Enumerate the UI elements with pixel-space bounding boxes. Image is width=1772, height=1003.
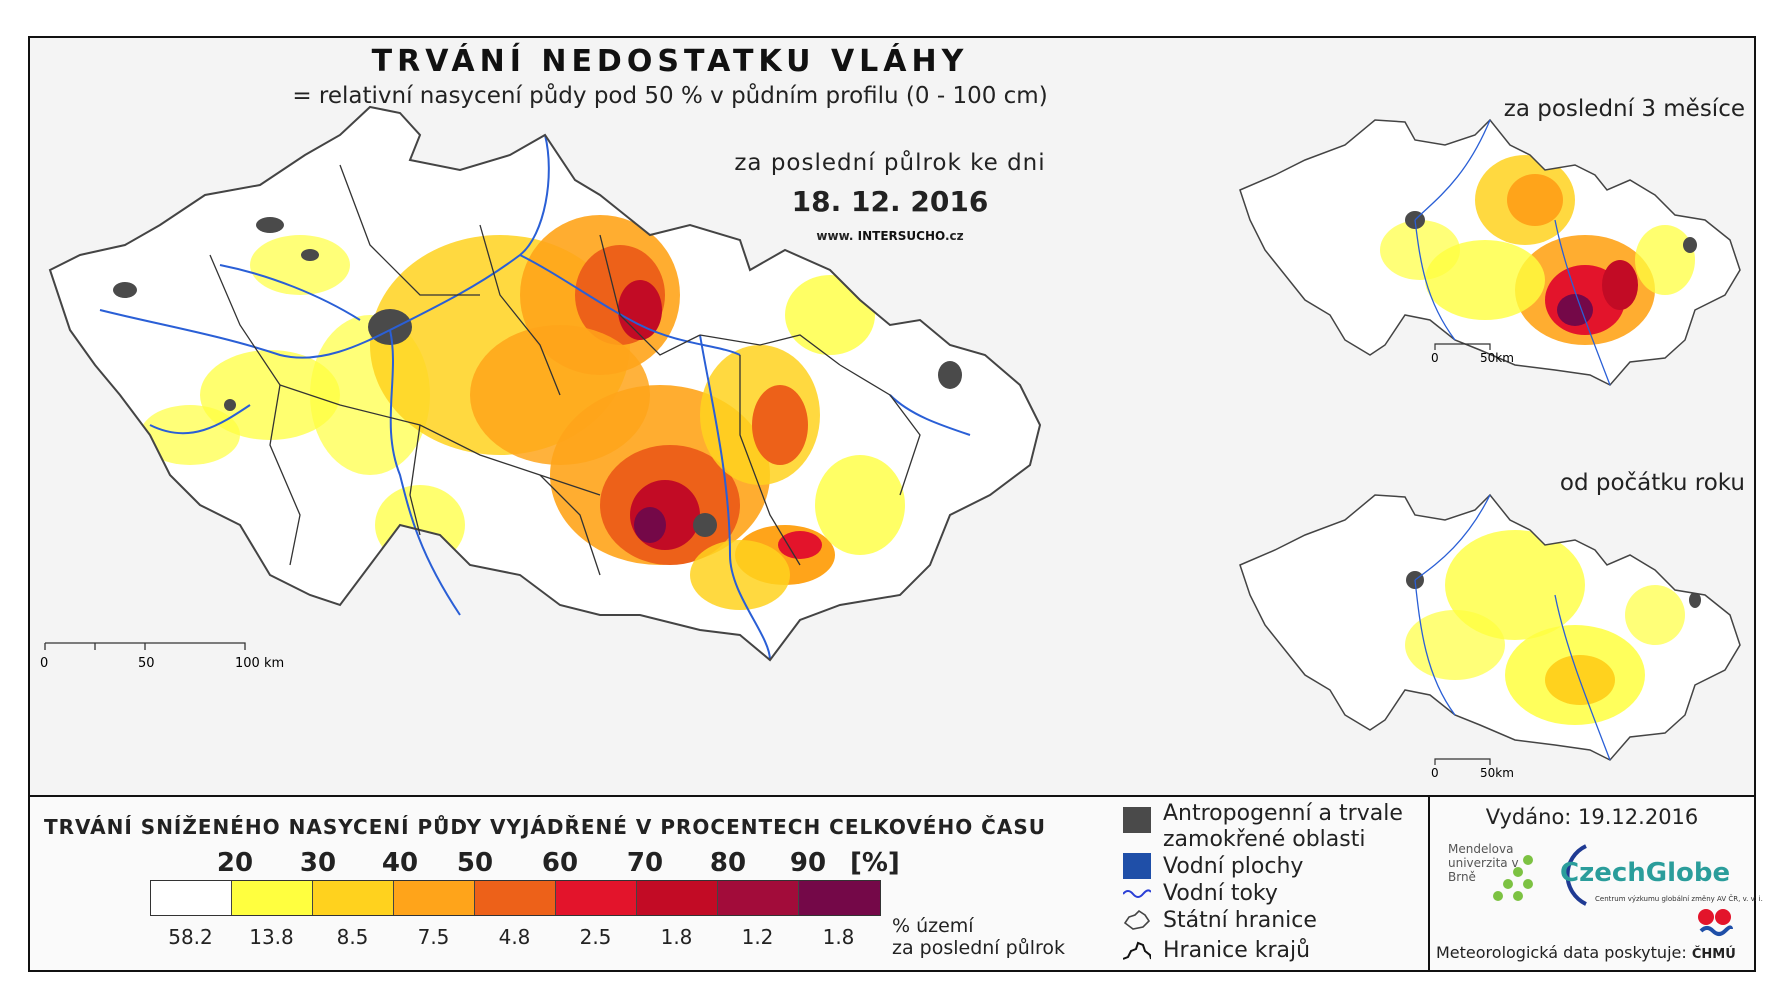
area-pct-2: 8.5 — [336, 925, 369, 949]
svg-text:50km: 50km — [1480, 766, 1514, 780]
czechglobe-arc-icon — [1565, 844, 1587, 906]
main-drought-map: 0 50 100 km — [40, 105, 1042, 671]
inset-last-3-months-map: 0 50km — [1239, 118, 1741, 386]
state-border — [48, 105, 1042, 662]
czechglobe-subtitle: Centrum výzkumu globální změny AV ČR, v.… — [1595, 895, 1763, 903]
met-data-credit: Meteorologická data poskytuje: ČHMÚ — [1436, 943, 1736, 962]
color-swatch-8 — [799, 881, 880, 915]
bin-label-60: 60 — [541, 848, 579, 878]
river-line-icon — [1123, 889, 1151, 898]
rivers — [99, 134, 971, 661]
inset-since-year-start-title: od počátku roku — [1559, 470, 1745, 496]
svg-text:0: 0 — [1431, 351, 1439, 365]
bin-label-50: 50 — [456, 848, 494, 878]
color-swatch-0 — [151, 881, 232, 915]
area-pct-3: 7.5 — [417, 925, 450, 949]
bin-label-20: 20 — [216, 848, 254, 878]
bin-label-80: 80 — [709, 848, 747, 878]
bin-unit: [%] — [850, 848, 900, 878]
key-rivers: Vodní toky — [1123, 880, 1278, 906]
region-borders — [209, 164, 921, 576]
inset-last-3-months-title: za poslední 3 měsíce — [1503, 96, 1745, 122]
website-link[interactable]: www. INTERSUCHO.cz — [816, 229, 964, 243]
bin-label-70: 70 — [626, 848, 664, 878]
period-label: za poslední půlrok ke dni — [734, 150, 1046, 176]
inset2-scale-bar: 0 50km — [1431, 758, 1514, 780]
bin-label-40: 40 — [381, 848, 419, 878]
color-swatch-5 — [556, 881, 637, 915]
color-scale — [150, 880, 881, 916]
scale-label-50: 50 — [138, 656, 155, 671]
mendel-dots-icon — [1493, 855, 1533, 901]
key-region-border: Hranice krajů — [1123, 937, 1310, 963]
mendel-university-logo: Mendelova univerzita v Brně — [1448, 842, 1519, 884]
area-pct-4: 4.8 — [498, 925, 531, 949]
map-title: TRVÁNÍ NEDOSTATKU VLÁHY — [371, 44, 969, 79]
water-swatch-icon — [1123, 853, 1151, 879]
inset-since-year-start-map: 0 50km — [1239, 493, 1741, 780]
scale-label-100: 100 km — [235, 656, 284, 671]
color-swatch-1 — [232, 881, 313, 915]
state-border-icon — [1123, 909, 1151, 930]
svg-text:0: 0 — [1431, 766, 1439, 780]
color-swatch-6 — [637, 881, 718, 915]
bin-label-30: 30 — [299, 848, 337, 878]
map-subtitle: = relativní nasycení půdy pod 50 % v půd… — [292, 83, 1048, 109]
key-water-bodies: Vodní plochy — [1123, 853, 1303, 879]
area-pct-7: 1.2 — [741, 925, 774, 949]
area-pct-8: 1.8 — [822, 925, 855, 949]
anthropogenic-swatch-icon — [1123, 807, 1151, 833]
date-label: 18. 12. 2016 — [791, 185, 989, 218]
region-border-icon — [1123, 941, 1151, 960]
bin-label-90: 90 — [789, 848, 827, 878]
color-swatch-3 — [394, 881, 475, 915]
chmu-logo-icon — [1698, 909, 1733, 936]
credits-panel — [1428, 795, 1756, 972]
area-pct-6: 1.8 — [660, 925, 693, 949]
color-swatch-2 — [313, 881, 394, 915]
area-pct-1: 13.8 — [249, 925, 294, 949]
scale-label-0: 0 — [40, 656, 48, 671]
czechglobe-logo: CzechGlobe — [1560, 858, 1731, 888]
main-scale-bar: 0 50 100 km — [40, 642, 284, 671]
legend-title: TRVÁNÍ SNÍŽENÉHO NASYCENÍ PŮDY VYJÁDŘENÉ… — [44, 815, 1046, 839]
area-pct-0: 58.2 — [168, 925, 213, 949]
color-swatch-7 — [718, 881, 799, 915]
key-anthropogenic: Antropogenní a trvale zamokřené oblasti — [1123, 801, 1403, 853]
svg-text:50km: 50km — [1480, 351, 1514, 365]
color-swatch-4 — [475, 881, 556, 915]
key-state-border: Státní hranice — [1123, 907, 1317, 933]
area-pct-5: 2.5 — [579, 925, 612, 949]
area-caption: % území za poslední půlrok — [892, 915, 1066, 959]
issued-date: Vydáno: 19.12.2016 — [1485, 805, 1699, 829]
inset1-scale-bar: 0 50km — [1431, 343, 1514, 365]
